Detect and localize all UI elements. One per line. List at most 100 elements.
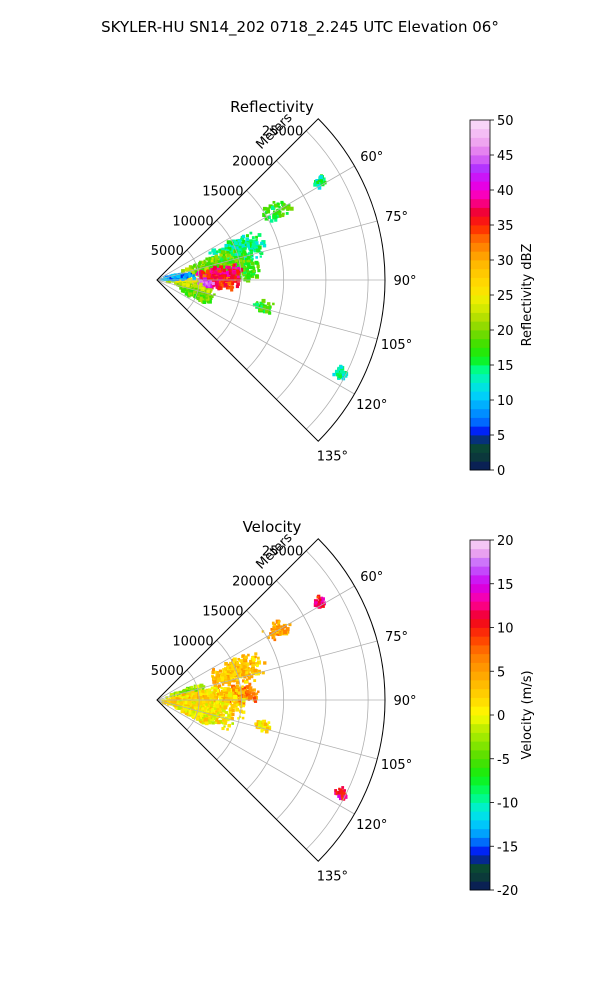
echo-gate (246, 275, 251, 281)
echo-gate (243, 277, 247, 281)
echo-gate (257, 721, 262, 726)
colorbar-tick-label: -10 (497, 797, 518, 812)
echo-gate (233, 249, 237, 253)
echo-gate (253, 270, 256, 273)
echo-gate (223, 279, 226, 282)
echo-gate (228, 707, 232, 711)
echo-gate (205, 700, 210, 704)
echo-gate (163, 277, 167, 281)
echo-gate (260, 305, 264, 309)
colorbar-tick-label: 20 (497, 534, 514, 549)
echo-gate (238, 696, 242, 700)
echo-gate (280, 631, 285, 636)
echo-gate (191, 266, 195, 269)
echo-gate (314, 601, 318, 605)
colorbar-segment (470, 820, 490, 830)
echo-gate (207, 710, 210, 713)
radial-tick-label: 15000 (202, 604, 243, 619)
echo-gate (221, 271, 226, 275)
echo-gate (176, 692, 180, 695)
colorbar-tick-label: 5 (497, 665, 505, 680)
echo-gate (184, 273, 188, 277)
echo-gate (244, 252, 247, 256)
echo-gate (247, 685, 251, 689)
echo-gate (214, 282, 219, 287)
echo-gate (320, 596, 324, 600)
echo-gate (253, 248, 258, 253)
echo-gate (261, 240, 266, 245)
echo-gate (181, 277, 185, 281)
echo-gate (261, 671, 265, 675)
azimuth-spoke (156, 699, 378, 760)
echo-gate (228, 271, 232, 275)
echo-gate (263, 722, 268, 727)
echo-gate (210, 275, 213, 278)
echo-gate (179, 281, 182, 285)
echo-gate (222, 282, 226, 286)
echo-gate (218, 274, 223, 278)
echo-gate (251, 271, 256, 276)
echo-gate (242, 250, 247, 254)
radial-tick-label: 5000 (151, 664, 184, 679)
echo-gate (234, 256, 238, 260)
azimuth-spoke (156, 279, 378, 340)
echo-gate (212, 702, 216, 705)
echo-gate (208, 284, 213, 289)
echo-gate (256, 247, 259, 250)
echo-gate (215, 710, 218, 713)
echo-gate (189, 274, 192, 277)
echo-gate (231, 722, 234, 725)
echo-gate (198, 715, 202, 719)
echo-gate (203, 261, 207, 265)
colorbar-segment (470, 741, 490, 751)
echo-gate (267, 636, 270, 639)
echo-gate (277, 211, 282, 215)
angle-tick-label: 60° (360, 570, 383, 585)
echo-gate (215, 700, 220, 704)
echo-gate (191, 272, 195, 277)
radial-tick-label: 25000 (262, 125, 303, 140)
echo-gate (231, 664, 235, 668)
colorbar-segment (470, 592, 490, 602)
echo-gate (203, 695, 208, 699)
echo-gate (173, 704, 178, 708)
echo-gate (254, 652, 258, 656)
echo-gate (243, 675, 247, 679)
echo-gate (258, 304, 261, 308)
echo-gate (210, 277, 213, 281)
echo-gate (187, 714, 190, 717)
echo-gate (289, 206, 294, 211)
colorbar-segment (470, 251, 490, 261)
echo-gate (219, 253, 223, 257)
colorbar-segment (470, 172, 490, 182)
echo-gate (242, 704, 245, 708)
colorbar-segment (470, 286, 490, 296)
echo-gate (235, 707, 240, 712)
echo-gate (270, 205, 276, 211)
echo-gate (224, 259, 227, 263)
echo-gate (255, 302, 259, 307)
echo-gate (217, 269, 221, 274)
colorbar-segment (470, 575, 490, 585)
colorbar-segment (470, 601, 490, 611)
echo-gate (317, 184, 321, 188)
echo-gate (247, 252, 251, 255)
echo-gate (195, 716, 200, 721)
echo-gate (228, 287, 231, 290)
echo-gate (235, 684, 239, 688)
echo-gate (211, 257, 214, 260)
echo-gate (238, 245, 242, 249)
echo-gate (216, 673, 220, 677)
echo-gate (215, 284, 220, 289)
echo-gate (237, 262, 241, 266)
echo-gate (246, 270, 250, 273)
echo-gate (319, 179, 324, 183)
echo-gate (229, 695, 234, 700)
echo-gate (251, 689, 254, 692)
echo-gate (179, 697, 182, 701)
echo-gate (221, 701, 225, 705)
echo-gate (225, 694, 228, 697)
echo-gate (231, 262, 234, 266)
echo-gate (182, 689, 187, 694)
echo-gate (222, 268, 226, 273)
